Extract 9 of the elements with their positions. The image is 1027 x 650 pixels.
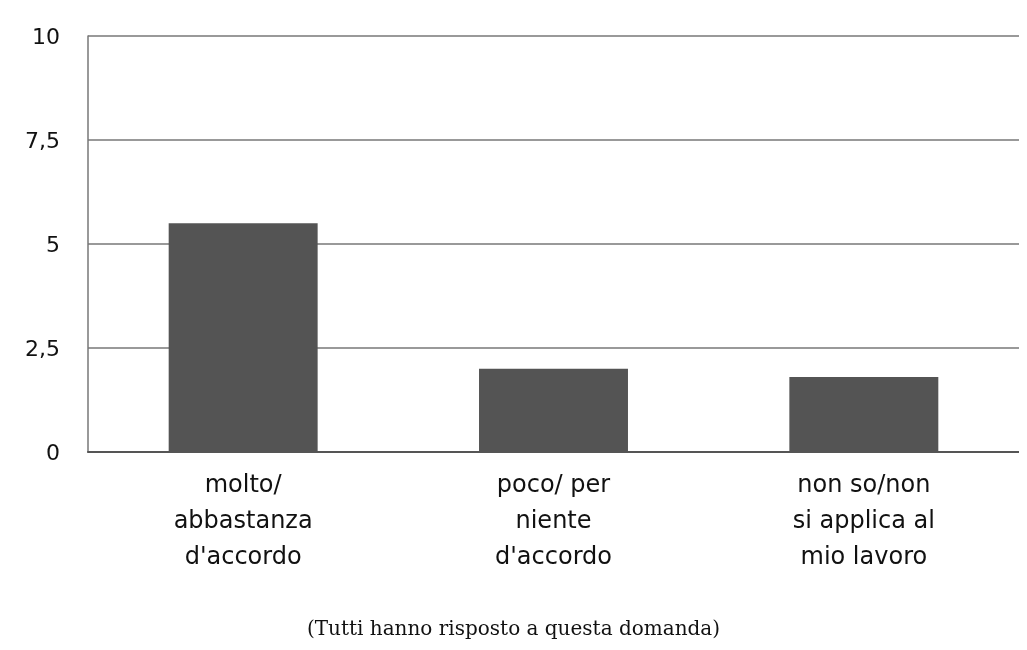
text: (Tutti hanno risposto a questa domanda)	[306, 616, 721, 640]
y-tick-label: 0	[46, 439, 60, 465]
x-tick-label: poco/ per niente d'accordo	[495, 470, 612, 570]
x-tick-label: non so/non si applica al mio lavoro	[792, 470, 935, 570]
y-tick-label: 2,5	[25, 335, 60, 361]
y-tick-label: 7,5	[25, 127, 60, 153]
y-tick-label: 10	[32, 23, 60, 49]
x-tick-label: molto/ abbastanza d'accordo	[173, 470, 313, 570]
y-tick-label: 5	[46, 231, 60, 257]
